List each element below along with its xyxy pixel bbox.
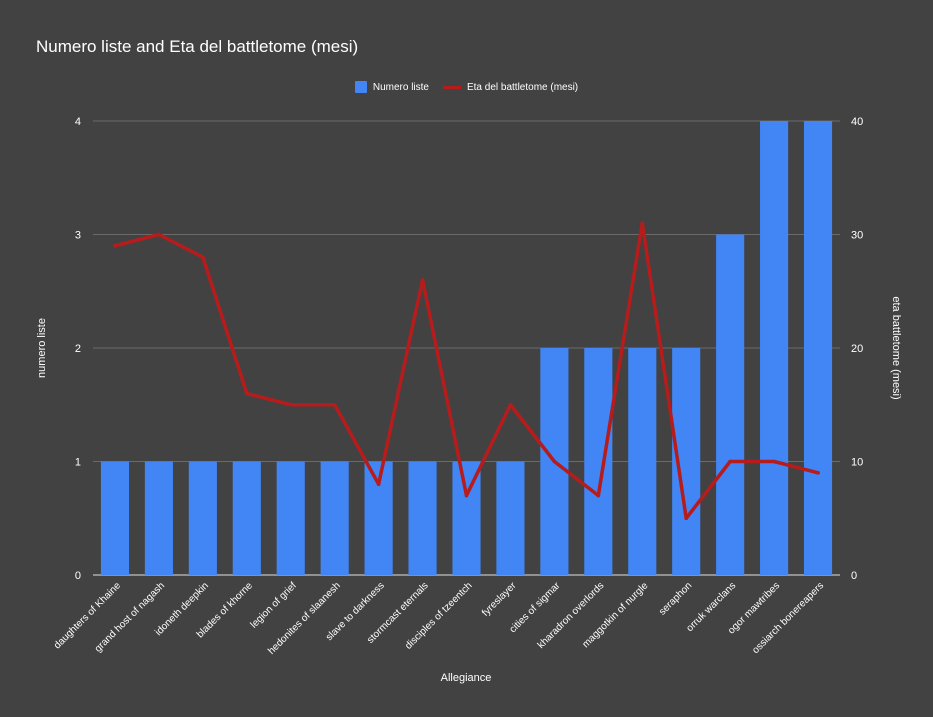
y-axis-left-label: numero liste [36, 318, 48, 378]
bar[interactable] [188, 461, 217, 576]
line-point[interactable] [464, 493, 469, 498]
bar[interactable] [100, 461, 130, 576]
line-point[interactable] [420, 278, 425, 282]
bar[interactable] [496, 461, 525, 576]
line-point[interactable] [508, 402, 513, 407]
bar[interactable] [276, 461, 305, 576]
line-point[interactable] [157, 232, 161, 237]
bar[interactable] [232, 461, 261, 576]
line-series [113, 221, 820, 521]
y-left-tick-label: 3 [75, 230, 81, 242]
y-axis-right: 0 10 20 30 40 [851, 116, 863, 582]
line-point[interactable] [728, 459, 732, 464]
bar[interactable] [408, 461, 437, 576]
legend-label: Eta del battletome (mesi) [466, 81, 579, 93]
y-left-tick-label: 2 [75, 343, 81, 355]
legend-label: Numero liste [372, 81, 429, 93]
bar[interactable] [803, 121, 833, 575]
legend: Numero liste Eta del battletome (mesi) [0, 79, 933, 95]
line-point[interactable] [376, 482, 381, 487]
y-left-tick-label: 1 [75, 457, 81, 469]
x-tick-label: seraphon [657, 580, 694, 617]
y-right-tick-label: 20 [851, 343, 863, 355]
line-point[interactable] [288, 402, 293, 407]
bar[interactable] [584, 348, 613, 575]
bar[interactable] [760, 121, 789, 575]
y-axis-right-label: eta battletome (mesi) [890, 296, 902, 399]
legend-swatch-bar-icon [354, 81, 367, 93]
bar[interactable] [144, 461, 173, 576]
bar-series [100, 121, 833, 576]
y-axis-left: 0 1 2 3 4 [75, 116, 81, 582]
line-point[interactable] [244, 391, 249, 396]
line-point[interactable] [684, 516, 689, 521]
line-point[interactable] [552, 459, 557, 464]
bar[interactable] [716, 234, 745, 576]
y-left-tick-label: 4 [75, 116, 81, 128]
y-right-tick-label: 40 [851, 116, 863, 128]
line-point[interactable] [201, 255, 205, 259]
line-point[interactable] [816, 471, 820, 475]
line-point[interactable] [640, 221, 645, 225]
y-right-tick-label: 10 [851, 457, 863, 469]
legend-item-bars[interactable]: Numero liste [354, 81, 429, 93]
line-point[interactable] [596, 493, 601, 498]
legend-swatch-line-icon [442, 85, 461, 89]
legend-item-line[interactable]: Eta del battletome (mesi) [442, 81, 579, 93]
bar[interactable] [452, 461, 481, 576]
y-right-tick-label: 0 [851, 570, 857, 582]
bar[interactable] [628, 348, 657, 575]
y-right-tick-label: 30 [851, 230, 863, 242]
chart-title: Numero liste and Eta del battletome (mes… [36, 37, 359, 56]
x-axis-label: Allegiance [441, 672, 492, 684]
line-point[interactable] [332, 402, 337, 407]
line-point[interactable] [113, 244, 117, 248]
x-tick-label: hedonites of slaanesh [266, 580, 343, 657]
bar[interactable] [320, 461, 349, 576]
line-point[interactable] [772, 459, 776, 464]
y-left-tick-label: 0 [75, 570, 81, 582]
x-tick-label: fyreslayer [480, 580, 519, 619]
